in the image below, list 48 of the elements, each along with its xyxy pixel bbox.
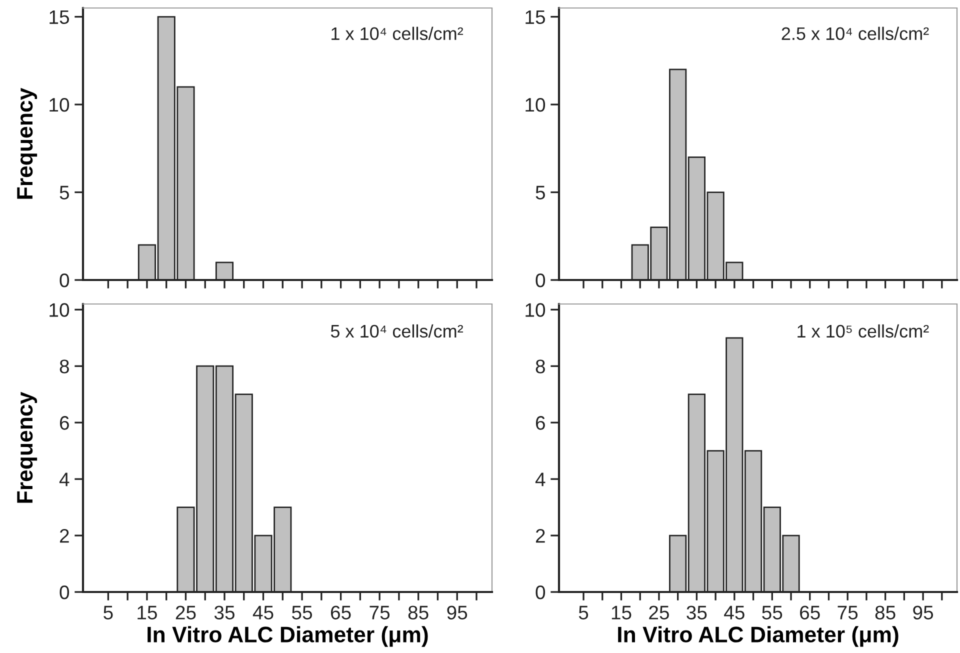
y-tick-label: 6 — [60, 416, 69, 430]
x-tick-label: 65 — [800, 606, 820, 620]
x-tick-label: 5 — [104, 606, 113, 620]
y-tick-label: 10 — [50, 303, 70, 317]
y-tick-label: 10 — [526, 98, 546, 112]
y-tick-label: 4 — [59, 472, 70, 486]
y-tick-label: 15 — [526, 10, 545, 24]
y-axis-title: Frequency — [17, 88, 38, 199]
y-tick-label: 10 — [526, 303, 546, 317]
y-tick-label: 0 — [60, 273, 70, 288]
x-tick-label: 45 — [724, 606, 744, 620]
x-tick-label: 45 — [252, 606, 274, 620]
x-tick-label: 25 — [649, 606, 669, 620]
y-tick-label: 0 — [60, 585, 70, 600]
x-tick-label: 85 — [408, 606, 428, 620]
y-axis-title: Frequency — [17, 392, 38, 503]
x-tick-label: 25 — [176, 606, 196, 620]
x-tick-label: 85 — [875, 606, 896, 620]
y-tick-label: 5 — [60, 186, 69, 200]
y-tick-label: 15 — [50, 10, 69, 24]
x-tick-label: 65 — [330, 606, 351, 620]
annotation: 5 x 10⁴ cells/cm² — [330, 324, 464, 338]
y-tick-label: 10 — [50, 98, 70, 112]
y-tick-label: 8 — [536, 360, 545, 374]
x-tick-label: 75 — [370, 606, 390, 620]
x-tick-label: 95 — [913, 606, 934, 620]
x-tick-label: 55 — [292, 606, 312, 620]
y-tick-label: 4 — [535, 472, 546, 486]
y-tick-label: 2 — [536, 528, 545, 543]
y-tick-label: 2 — [60, 528, 69, 543]
y-tick-label: 6 — [536, 416, 545, 430]
x-tick-label: 5 — [578, 606, 588, 620]
y-tick-label: 8 — [60, 360, 69, 374]
x-axis-title: In Vitro ALC Diameter (μm) — [618, 626, 898, 647]
y-tick-label: 0 — [536, 585, 546, 600]
x-tick-label: 75 — [838, 606, 858, 620]
annotation: 2.5 x 10⁴ cells/cm² — [782, 26, 929, 40]
x-tick-label: 95 — [447, 606, 468, 620]
x-tick-label: 55 — [762, 606, 782, 620]
y-tick-label: 0 — [536, 273, 546, 288]
annotation: 1 x 10⁵ cells/cm² — [798, 324, 929, 338]
y-tick-label: 5 — [536, 186, 545, 200]
x-tick-label: 15 — [612, 606, 632, 620]
x-tick-label: 35 — [214, 606, 234, 620]
x-axis-title: In Vitro ALC Diameter (μm) — [148, 626, 428, 647]
x-tick-label: 35 — [686, 606, 707, 620]
annotation: 1 x 10⁴ cells/cm² — [332, 26, 464, 40]
x-tick-label: 15 — [138, 606, 157, 620]
